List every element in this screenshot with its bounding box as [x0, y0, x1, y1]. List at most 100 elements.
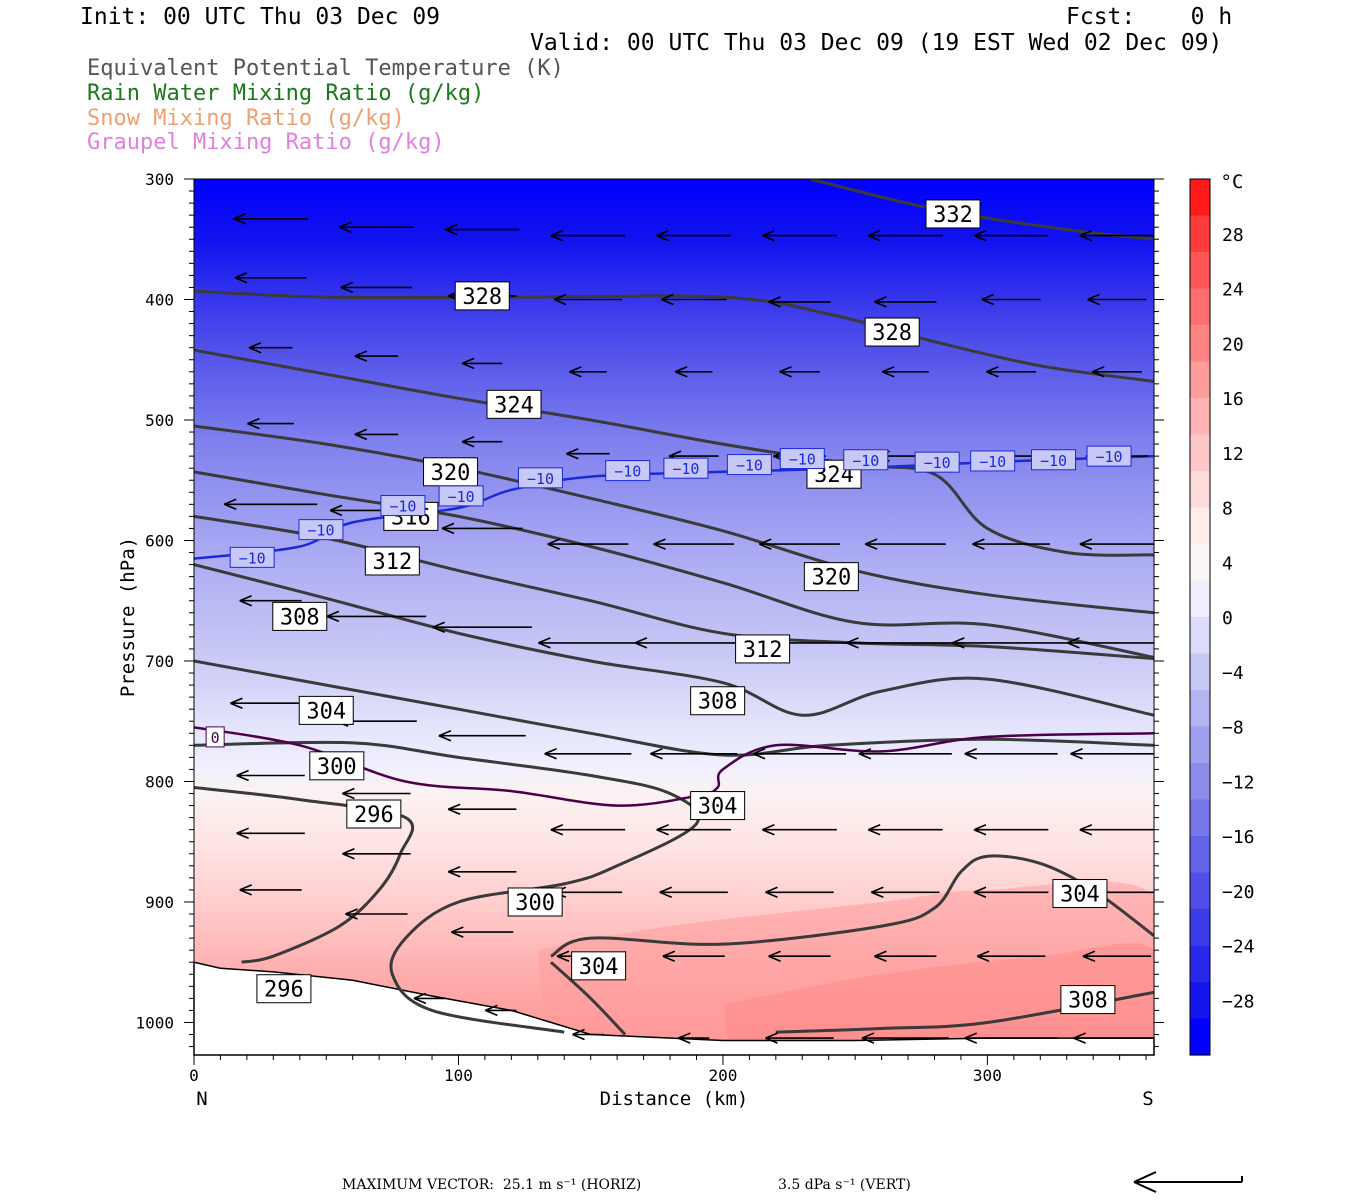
wind-vector-arrow — [867, 229, 943, 242]
isotherm-label-text: −10 — [1095, 448, 1122, 466]
colorbar-segment — [1190, 1018, 1210, 1056]
contour-label-text: 308 — [280, 605, 320, 630]
wind-vector — [861, 1032, 949, 1044]
wind-vector — [345, 908, 408, 920]
contour-label: 320 — [423, 457, 479, 487]
colorbar-tick-label: 16 — [1222, 389, 1244, 410]
wind-vector-arrow — [342, 787, 411, 800]
contour-label-box — [1060, 985, 1116, 1015]
colorbar-segment — [1190, 325, 1210, 363]
theta-e-contour — [194, 563, 1154, 717]
contour-label: 320 — [803, 562, 859, 592]
wind-vector — [230, 697, 311, 709]
wind-vector — [354, 428, 399, 441]
wind-vector — [846, 637, 965, 649]
contour-label-text: 304 — [698, 795, 738, 820]
isotherm-label-box — [1086, 445, 1132, 467]
wind-vector — [1091, 366, 1142, 378]
contour-label-text: 304 — [306, 699, 346, 724]
wind-vector — [874, 296, 937, 308]
wind-vector — [340, 281, 413, 294]
wind-vector-arrow — [762, 229, 837, 242]
wind-vector-arrow — [432, 621, 532, 633]
wind-vector-arrow — [870, 886, 940, 899]
wind-vector-arrow — [444, 223, 520, 236]
wind-vector-arrow — [248, 341, 293, 354]
isotherm-label-text: −10 — [852, 452, 879, 470]
wind-vector — [338, 221, 414, 233]
theta-e-contour — [194, 289, 1154, 383]
y-tick-label: 900 — [145, 893, 174, 912]
colorbar-tick-label: 4 — [1222, 553, 1233, 574]
wind-vector — [762, 823, 837, 836]
wind-vector — [572, 1028, 604, 1041]
wind-vector-arrow — [223, 498, 318, 511]
isotherm-label-text: −10 — [448, 488, 475, 506]
isotherm-label-text: −10 — [239, 549, 266, 567]
contour-label-text: 320 — [811, 566, 851, 591]
wind-vector-arrow — [544, 748, 632, 760]
legend-theta-e: Equivalent Potential Temperature (K) — [87, 56, 564, 81]
wind-vector-arrow — [674, 366, 713, 378]
colorbar-segment — [1190, 690, 1210, 728]
wind-vector-arrow — [340, 281, 413, 294]
wind-vector — [236, 827, 305, 840]
contour-label-text: 308 — [1068, 989, 1108, 1014]
wind-vector-arrow — [976, 950, 1046, 962]
wind-vector — [247, 417, 294, 430]
wind-vector — [441, 522, 523, 535]
x-tick-label: 0 — [189, 1066, 199, 1085]
isotherm-label: −10 — [605, 460, 651, 482]
wind-vector — [881, 366, 929, 378]
wind-vector-arrow — [653, 538, 735, 550]
theta-e-contour — [549, 961, 627, 1036]
wind-vector-arrow — [569, 366, 607, 378]
y-tick-label: 600 — [145, 531, 174, 550]
wind-vector-arrow — [858, 748, 952, 760]
wind-vector — [342, 787, 411, 800]
wind-vector — [779, 366, 820, 378]
colorbar-segment — [1190, 544, 1210, 582]
wind-vector-arrow — [768, 950, 831, 962]
wind-vector-arrow — [484, 1004, 517, 1017]
isotherm-label-text: −10 — [614, 463, 641, 481]
contour-label-box — [454, 281, 510, 311]
colorbar-tick-label: −20 — [1222, 882, 1255, 903]
isotherm-label-text: −10 — [924, 454, 951, 472]
init-time: Init: 00 UTC Thu 03 Dec 09 — [80, 4, 441, 30]
contour-label: 304 — [298, 695, 354, 725]
wind-vector — [677, 1032, 710, 1044]
wind-vector — [1070, 748, 1154, 760]
wind-vector-arrow — [553, 293, 623, 306]
wind-vector-arrow — [572, 1028, 604, 1041]
wind-vector — [650, 748, 738, 760]
colorbar-unit: °C — [1221, 171, 1244, 193]
wind-vector-arrow — [846, 637, 965, 649]
isotherm-label-text: −10 — [307, 522, 334, 540]
contour-label: 296 — [256, 974, 312, 1004]
wind-vector-arrow — [986, 366, 1036, 378]
wind-vector — [867, 823, 943, 836]
colorbar-tick-label: −16 — [1222, 827, 1255, 848]
contour-label: 304 — [690, 791, 746, 821]
wind-vector — [867, 229, 943, 242]
wind-vector — [444, 223, 520, 236]
contour-label-box — [864, 317, 920, 347]
colorbar-tick-label: 20 — [1222, 334, 1244, 355]
wind-vector — [1087, 293, 1147, 306]
wind-vector — [544, 748, 632, 760]
wind-vector — [986, 366, 1036, 378]
colorbar-segment — [1190, 179, 1210, 217]
wind-vector-arrow — [762, 823, 837, 836]
contour-label-box — [571, 951, 627, 981]
contour-label: 312 — [364, 546, 420, 576]
wind-vector-arrow — [413, 992, 445, 1005]
wind-vector — [653, 538, 735, 550]
contour-label-box — [925, 199, 981, 229]
wind-vector-arrow — [233, 213, 308, 225]
wind-vector — [553, 293, 623, 306]
isotherm-label: −10 — [380, 495, 426, 517]
isotherm-label-box — [914, 451, 960, 473]
contour-label-text: 300 — [515, 891, 555, 916]
contour-label-text: 328 — [462, 285, 502, 310]
